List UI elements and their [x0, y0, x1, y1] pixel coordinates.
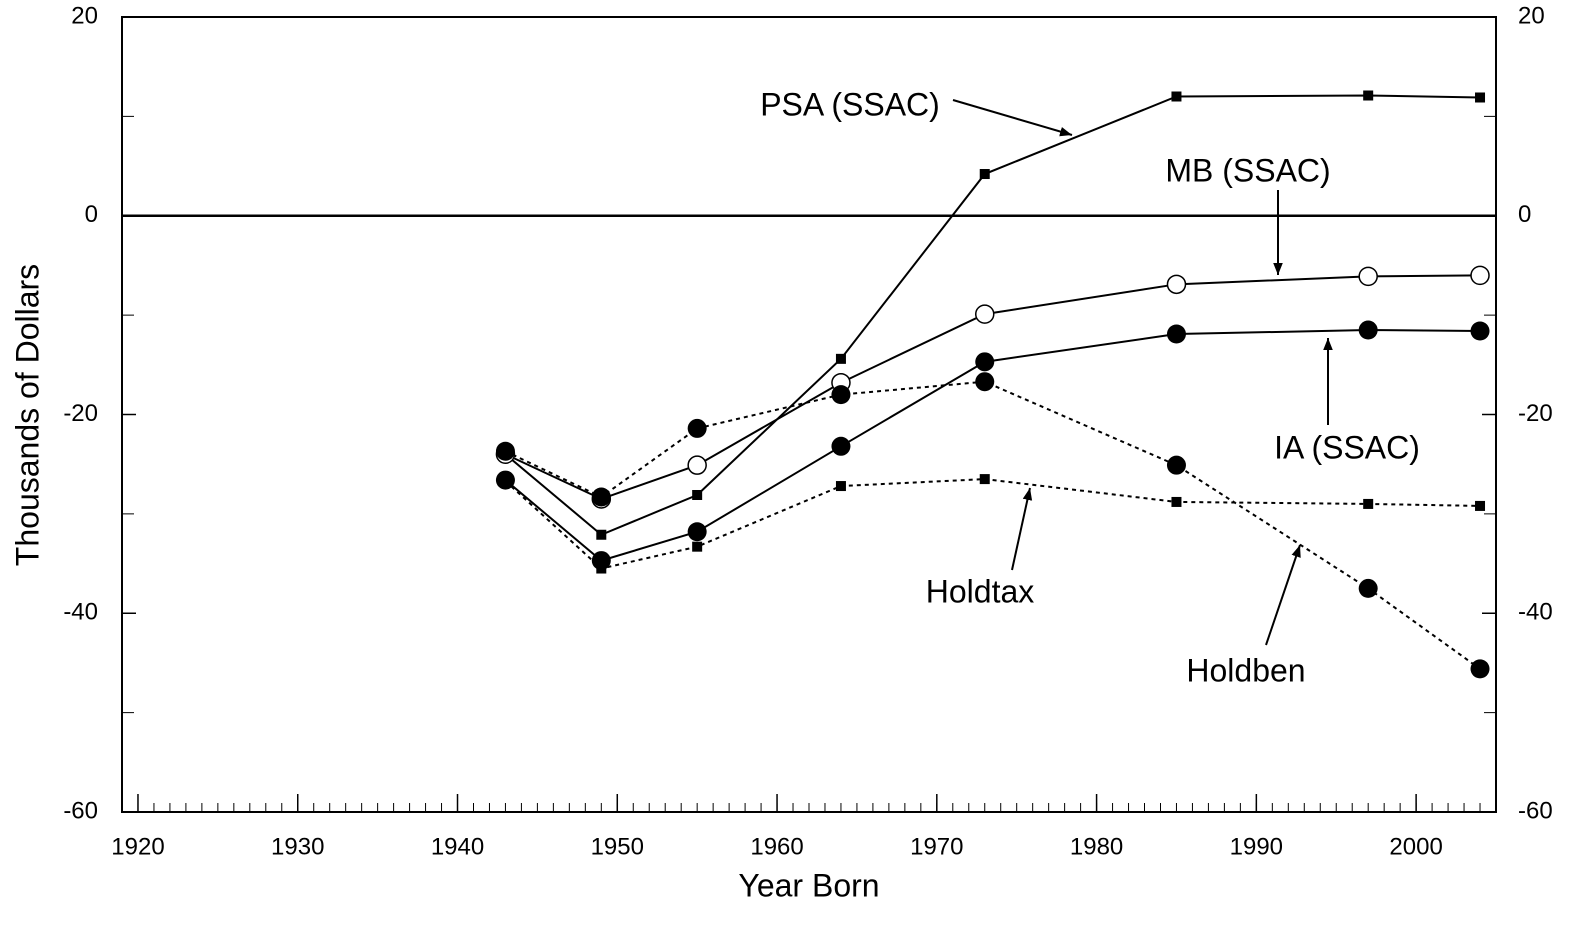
plot-frame: [121, 16, 1497, 813]
marker: [979, 169, 990, 180]
marker: [591, 487, 611, 507]
marker: [1363, 498, 1374, 509]
marker: [1166, 455, 1186, 475]
y-tick-label: -20: [63, 400, 98, 427]
marker: [1358, 266, 1378, 287]
marker: [1166, 324, 1186, 344]
y-tick-label: 0: [85, 201, 98, 228]
series-annotation: IA (SSAC): [1274, 429, 1420, 465]
y2-tick-label: -40: [1518, 599, 1553, 626]
y-axis-label: Thousands of Dollars: [9, 264, 45, 566]
marker: [831, 385, 851, 405]
series-line: [505, 380, 1481, 670]
x-tick-label: 2000: [1389, 833, 1442, 860]
marker: [1171, 91, 1182, 102]
x-tick-label: 1950: [591, 833, 644, 860]
marker: [1470, 659, 1490, 679]
x-tick-label: 1990: [1230, 833, 1283, 860]
marker: [596, 529, 607, 540]
y2-tick-label: -60: [1518, 797, 1553, 824]
x-tick-label: 1920: [111, 833, 164, 860]
marker: [687, 522, 707, 542]
marker: [1358, 320, 1378, 340]
marker: [835, 481, 846, 492]
annotation-arrow: [952, 99, 1073, 137]
y-tick-label: -60: [63, 797, 98, 824]
series-line: [504, 478, 1481, 570]
series-line: [505, 274, 1481, 501]
marker: [1171, 496, 1182, 507]
marker: [1470, 321, 1490, 341]
marker: [692, 489, 703, 500]
marker: [692, 541, 703, 552]
annotation-arrow: [1011, 487, 1033, 571]
marker: [596, 563, 607, 574]
y-tick-label: 20: [71, 2, 98, 29]
marker: [495, 441, 515, 461]
marker: [835, 353, 846, 364]
marker: [974, 304, 995, 324]
marker: [687, 418, 707, 438]
x-tick-label: 1980: [1070, 833, 1123, 860]
series-line: [504, 94, 1481, 536]
marker: [1166, 274, 1187, 295]
series-line: [504, 329, 1481, 562]
y2-tick-label: -20: [1518, 400, 1553, 427]
marker: [975, 372, 995, 392]
marker: [1363, 90, 1374, 101]
x-axis-label: Year Born: [738, 867, 879, 903]
marker: [1475, 500, 1486, 511]
y2-tick-label: 20: [1518, 2, 1545, 29]
marker: [687, 455, 707, 475]
series-annotation: PSA (SSAC): [760, 86, 940, 122]
y2-tick-label: 0: [1518, 201, 1531, 228]
x-tick-label: 1940: [431, 833, 484, 860]
marker: [979, 474, 990, 485]
series-annotation: MB (SSAC): [1165, 152, 1330, 188]
marker: [500, 476, 511, 487]
series-annotation: Holdben: [1186, 652, 1305, 688]
marker: [1475, 92, 1486, 103]
y-tick-label: -40: [63, 599, 98, 626]
marker: [831, 436, 851, 456]
x-tick-label: 1930: [271, 833, 324, 860]
x-tick-label: 1960: [750, 833, 803, 860]
x-tick-label: 1970: [910, 833, 963, 860]
marker: [1470, 265, 1490, 286]
marker: [975, 352, 995, 372]
annotation-arrow: [1265, 544, 1301, 646]
series-annotation: Holdtax: [926, 573, 1035, 609]
marker: [1358, 578, 1378, 598]
